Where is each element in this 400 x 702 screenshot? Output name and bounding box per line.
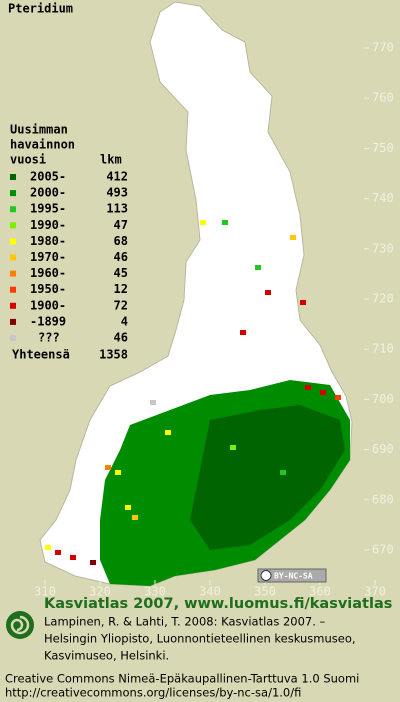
cell (200, 220, 206, 225)
legend-swatch (10, 238, 16, 245)
cell (165, 430, 171, 435)
y-tick-label: 710 (372, 342, 394, 356)
logo-circle (6, 611, 34, 639)
legend-swatch (10, 174, 16, 180)
y-tick-label: 690 (372, 442, 394, 456)
cell (290, 235, 296, 240)
footer-heading: Kasviatlas 2007, www.luomus.fi/kasviatla… (44, 596, 392, 612)
legend-label: 1995- (30, 202, 66, 216)
cell (320, 390, 326, 395)
axes: 670 680 690 700 710 720 730 740 750 760 770 310 320 3… (34, 41, 394, 599)
x-tick-label: 330 (144, 585, 166, 599)
legend-swatch (10, 286, 16, 293)
y-tick-label: 670 (372, 543, 394, 557)
citation-line: Helsingin Yliopisto, Luonnontieteellinen… (44, 632, 356, 646)
legend-swatch (10, 254, 16, 261)
legend-count: 4 (121, 314, 128, 328)
x-tick-label: 350 (254, 585, 276, 599)
cell (45, 545, 51, 550)
y-tick-label: 700 (372, 392, 394, 406)
observation-cells (45, 220, 341, 565)
x-tick-label: 320 (89, 585, 111, 599)
legend-label: 1980- (30, 234, 66, 248)
legend-label: 2000- (30, 186, 66, 200)
license-line: http://creativecommons.org/licenses/by-n… (5, 686, 301, 700)
legend-swatch (10, 190, 16, 197)
badge-text: BY-NC-SA (274, 572, 313, 581)
legend-count: 493 (106, 186, 128, 200)
legend-header: Uusimman (10, 123, 68, 137)
cell (300, 300, 306, 305)
legend-header: vuosi (10, 153, 46, 167)
y-tick-label: 720 (372, 292, 394, 306)
legend-label: 2005- (30, 170, 66, 184)
legend-count: 46 (114, 331, 128, 345)
cell (105, 465, 111, 470)
observation-area-dark (190, 405, 345, 550)
legend-label: 1950- (30, 282, 66, 296)
cell (240, 330, 246, 335)
legend-count: 412 (106, 170, 128, 184)
legend-swatch (10, 206, 16, 213)
license-badge: BY-NC-SA (257, 568, 327, 583)
cell (70, 555, 76, 560)
x-tick-label: 360 (309, 585, 331, 599)
cell (132, 515, 138, 520)
badge-frame (257, 568, 327, 583)
legend-total: 1358 (99, 348, 128, 362)
cell (55, 550, 61, 555)
cell (222, 220, 228, 225)
y-tick-label: 730 (372, 241, 394, 255)
legend-swatch (10, 222, 16, 229)
citation-line: Kasvimuseo, Helsinki. (44, 649, 169, 663)
legend-count: 46 (114, 250, 128, 264)
x-tick-label: 340 (199, 585, 221, 599)
legend-label: 1960- (30, 266, 66, 280)
legend-count: 47 (114, 218, 128, 232)
cell (150, 400, 156, 405)
y-tick-label: 760 (372, 91, 394, 105)
cell (265, 290, 271, 295)
cc-icon (260, 570, 272, 581)
logo-swirl (10, 615, 30, 635)
legend-label: 1970- (30, 250, 66, 264)
legend-label: ??? (38, 331, 60, 345)
legend-label: 1900- (30, 298, 66, 312)
x-tick-label: 310 (34, 585, 56, 599)
x-tick-label: 370 (364, 585, 386, 599)
cell (125, 505, 131, 510)
legend-count: 45 (114, 266, 128, 280)
luomus-logo (6, 611, 34, 639)
cell (230, 445, 236, 450)
legend-label: -1899 (30, 314, 66, 328)
legend-swatch (10, 335, 16, 341)
cell (305, 385, 311, 390)
cell (280, 470, 286, 475)
legend-swatch (10, 270, 16, 277)
legend-count-header: lkm (100, 153, 122, 167)
legend-count: 12 (114, 282, 128, 296)
legend-swatch (10, 302, 16, 309)
license-line: Creative Commons Nimeä-Epäkaupallinen-Ta… (5, 672, 359, 686)
legend-count: 72 (114, 298, 128, 312)
y-tick-label: 740 (372, 191, 394, 205)
legend-label: 1990- (30, 218, 66, 232)
citation-line: Lampinen, R. & Lahti, T. 2008: Kasviatla… (44, 615, 326, 629)
cell (115, 470, 121, 475)
cell (255, 265, 261, 270)
legend-count: 68 (114, 234, 128, 248)
y-tick-label: 750 (372, 141, 394, 155)
cell (90, 560, 96, 565)
y-tick-label: 680 (372, 492, 394, 506)
legend-count: 113 (106, 202, 128, 216)
cell (335, 395, 341, 400)
y-tick-label: 770 (372, 41, 394, 55)
legend-header: havainnon (10, 138, 75, 152)
legend-total-label: Yhteensä (12, 348, 70, 362)
map-title: Pteridium (8, 2, 73, 16)
legend-swatch (10, 318, 16, 325)
